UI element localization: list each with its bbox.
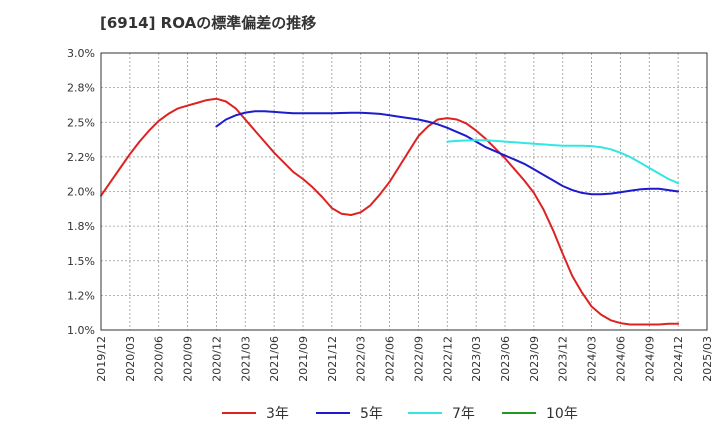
chart-title: [6914] ROAの標準偏差の推移 [100, 14, 317, 32]
legend-swatch-5y [316, 412, 350, 414]
legend: 3年 5年 7年 10年 [0, 403, 720, 427]
x-tick-label: 2023/03 [470, 336, 483, 382]
x-tick-labels: 2019/12 2020/03 2020/06 2020/09 2020/12 2021/… [95, 336, 714, 382]
series-lines [100, 97, 680, 326]
y-tick-labels: 1.0% 1.2% 1.5% 1.8% 2.0% 2.2% 2.5% 2.8% 3.0% [67, 47, 95, 337]
y-tick-label: 1.8% [67, 220, 95, 233]
legend-label-7y: 7年 [452, 406, 475, 422]
axes [100, 52, 708, 331]
legend-swatch-3y [222, 412, 256, 414]
x-tick-label: 2023/09 [528, 336, 541, 382]
x-tick-label: 2022/03 [355, 336, 368, 382]
legend-label-5y: 5年 [360, 406, 383, 422]
legend-item-3y: 3年 [222, 403, 289, 423]
y-tick-label: 1.0% [67, 324, 95, 337]
series-line-2 [446, 139, 680, 185]
legend-item-7y: 7年 [408, 403, 475, 423]
x-tick-label: 2021/09 [297, 336, 310, 382]
plot-frame [100, 52, 708, 331]
x-tick-label: 2022/06 [384, 336, 397, 382]
legend-label-10y: 10年 [546, 406, 578, 422]
y-tick-label: 2.5% [67, 116, 95, 129]
series-line-1 [215, 110, 680, 196]
x-tick-label: 2024/09 [643, 336, 656, 382]
x-tick-label: 2023/12 [557, 336, 570, 382]
series-line-0 [100, 97, 680, 326]
y-tick-label: 1.5% [67, 255, 95, 268]
x-tick-label: 2020/06 [153, 336, 166, 382]
legend-item-10y: 10年 [502, 403, 578, 423]
x-tick-label: 2022/12 [441, 336, 454, 382]
legend-label-3y: 3年 [266, 406, 289, 422]
grid [100, 52, 708, 331]
y-tick-label: 2.8% [67, 82, 95, 95]
x-tick-label: 2020/12 [210, 336, 223, 382]
y-tick-label: 1.2% [67, 289, 95, 302]
y-tick-label: 3.0% [67, 47, 95, 60]
x-tick-label: 2024/12 [672, 336, 685, 382]
x-tick-label: 2025/03 [701, 336, 714, 382]
x-tick-label: 2024/06 [614, 336, 627, 382]
x-tick-label: 2021/03 [239, 336, 252, 382]
x-tick-label: 2022/09 [412, 336, 425, 382]
x-tick-label: 2021/12 [326, 336, 339, 382]
legend-swatch-7y [408, 412, 442, 414]
x-tick-label: 2024/03 [586, 336, 599, 382]
x-tick-label: 2019/12 [95, 336, 108, 382]
x-tick-label: 2020/09 [182, 336, 195, 382]
x-tick-label: 2023/06 [499, 336, 512, 382]
y-tick-label: 2.0% [67, 186, 95, 199]
legend-item-5y: 5年 [316, 403, 383, 423]
x-tick-label: 2020/03 [124, 336, 137, 382]
legend-swatch-10y [502, 412, 536, 414]
y-tick-label: 2.2% [67, 151, 95, 164]
x-tick-label: 2021/06 [268, 336, 281, 382]
